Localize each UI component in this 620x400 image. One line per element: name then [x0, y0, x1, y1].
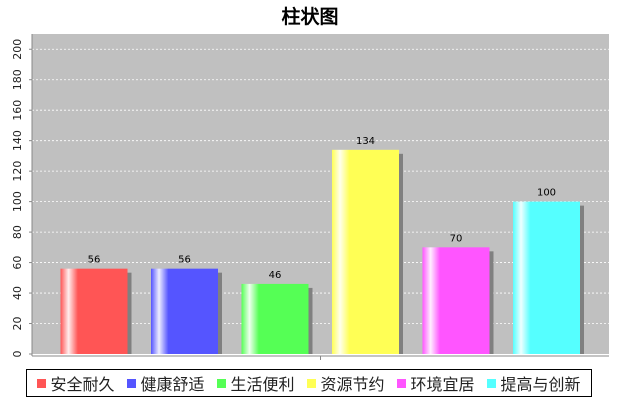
- legend-label: 环境宜居: [410, 375, 475, 394]
- y-tick-label: 140: [11, 130, 24, 151]
- bar: [332, 149, 399, 354]
- y-tick-label: 0: [11, 351, 24, 358]
- data-label: 56: [178, 255, 191, 266]
- legend-swatch: [217, 378, 227, 388]
- data-label: 100: [537, 188, 556, 199]
- legend: 安全耐久 健康舒适 生活便利 资源节约 环境宜居 提高与创新: [26, 369, 592, 397]
- y-tick-label: 180: [11, 69, 24, 90]
- data-label: 46: [269, 270, 282, 281]
- legend-item: 安全耐久: [37, 371, 115, 395]
- legend-item: 资源节约: [307, 371, 385, 395]
- legend-label: 生活便利: [230, 375, 295, 394]
- legend-label: 资源节约: [320, 375, 385, 394]
- legend-item: 环境宜居: [397, 371, 475, 395]
- y-tick-label: 20: [11, 317, 24, 331]
- legend-swatch: [487, 378, 497, 388]
- legend-swatch: [127, 378, 137, 388]
- legend-label: 提高与创新: [500, 375, 581, 394]
- y-tick-label: 100: [11, 191, 24, 212]
- legend-label: 健康舒适: [140, 375, 205, 394]
- legend-swatch: [397, 378, 407, 388]
- y-tick-label: 200: [11, 39, 24, 60]
- chart-title: 柱状图: [281, 6, 339, 28]
- legend-item: 健康舒适: [127, 371, 205, 395]
- y-tick-label: 120: [11, 161, 24, 182]
- axes: 0 20 40 60 80 100 120 140 160 180 200: [11, 34, 609, 360]
- legend-swatch: [37, 378, 47, 388]
- legend-item: 生活便利: [217, 371, 295, 395]
- data-label: 56: [88, 255, 101, 266]
- y-tick-label: 160: [11, 100, 24, 121]
- bar: [422, 247, 490, 354]
- legend-item: 提高与创新: [487, 371, 581, 395]
- y-tick-label: 40: [11, 286, 24, 300]
- y-tick-label: 60: [11, 256, 24, 270]
- legend-swatch: [307, 378, 317, 388]
- legend-label: 安全耐久: [50, 375, 115, 394]
- bar: [60, 268, 128, 354]
- grid-lines: [32, 48, 609, 324]
- data-label: 134: [356, 136, 375, 147]
- bar: [241, 283, 309, 354]
- bar: [513, 201, 580, 354]
- bar: [151, 268, 218, 354]
- y-tick-label: 80: [11, 225, 24, 239]
- bars: 56 56 46 134 70 100: [60, 136, 584, 354]
- data-label: 70: [450, 233, 463, 244]
